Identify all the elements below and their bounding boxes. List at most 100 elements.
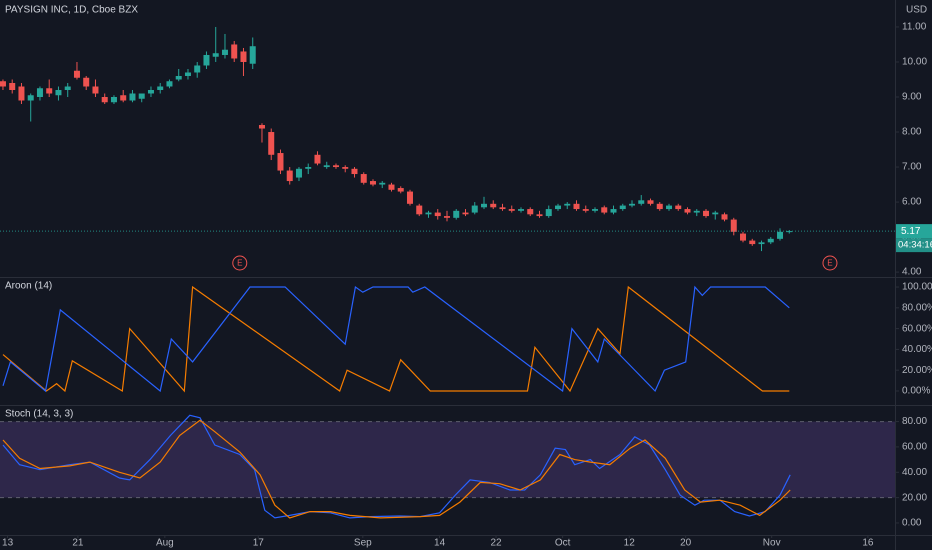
candle-body xyxy=(231,44,238,59)
candle-body xyxy=(453,210,460,218)
candle-body xyxy=(480,203,487,208)
candle-body xyxy=(443,216,450,218)
candle-body xyxy=(656,203,663,210)
x-tick-label: Sep xyxy=(354,538,372,549)
candle-body xyxy=(175,75,182,80)
candle-body xyxy=(286,170,293,182)
x-tick-label: 13 xyxy=(2,538,14,549)
candle-body xyxy=(27,95,34,101)
candle-body xyxy=(573,203,580,210)
candle-body xyxy=(9,82,16,90)
candle-body xyxy=(508,209,515,211)
candle-body xyxy=(777,231,784,239)
candle-body xyxy=(499,207,506,210)
candle-body xyxy=(314,154,321,164)
candle-body xyxy=(64,86,71,90)
last-price-tag xyxy=(896,224,932,239)
candle-body xyxy=(740,233,747,241)
candle-body xyxy=(712,212,719,215)
candle-body xyxy=(203,54,210,66)
last-price-label: 5.17 xyxy=(901,226,921,237)
x-tick-label: Aug xyxy=(156,538,174,549)
y-tick-label: 0.00% xyxy=(902,386,930,397)
candle-body xyxy=(582,209,589,211)
earnings-label: E xyxy=(237,259,242,268)
earnings-marker xyxy=(232,255,248,271)
y-tick-label: 80.00% xyxy=(902,302,932,313)
x-tick-label: 20 xyxy=(680,538,692,549)
candle-body xyxy=(434,212,441,217)
candle-body xyxy=(101,97,108,103)
candle-body xyxy=(592,209,599,211)
candle-body xyxy=(554,205,561,210)
candle-body xyxy=(462,212,469,215)
candle-body xyxy=(323,165,330,168)
x-tick-label: 17 xyxy=(253,538,265,549)
candle-body xyxy=(666,205,673,210)
candle-body xyxy=(601,207,608,213)
x-tick-label: 21 xyxy=(72,538,84,549)
y-tick-label: 10.00 xyxy=(902,57,927,68)
y-tick-label: 60.00% xyxy=(902,323,932,334)
candle-body xyxy=(369,181,376,185)
candle-body xyxy=(138,93,145,99)
y-tick-label: 20.00% xyxy=(902,365,932,376)
candle-body xyxy=(212,53,219,57)
candle-body xyxy=(305,167,312,169)
y-tick-label: 11.00 xyxy=(902,22,927,33)
candle-body xyxy=(129,93,136,101)
candle-body xyxy=(638,200,645,204)
y-tick-label: 80.00 xyxy=(902,416,927,427)
x-tick-label: Nov xyxy=(763,538,781,549)
indicator-line xyxy=(2,419,791,519)
candle-body xyxy=(120,95,127,101)
candle-body xyxy=(767,238,774,243)
y-tick-label: 8.00 xyxy=(902,127,922,138)
candle-body xyxy=(166,81,173,87)
candle-body xyxy=(92,86,99,94)
y-tick-label: 40.00 xyxy=(902,467,927,478)
candle-body xyxy=(425,212,432,215)
y-tick-label: 6.00 xyxy=(902,197,922,208)
candle-body xyxy=(342,167,349,169)
y-tick-label: 100.00% xyxy=(902,282,932,293)
candle-body xyxy=(416,205,423,215)
candle-body xyxy=(351,168,358,175)
candle-body xyxy=(406,191,413,204)
candle-body xyxy=(277,153,284,171)
candle-body xyxy=(721,214,728,220)
candle-body xyxy=(629,203,636,206)
candle-body xyxy=(545,209,552,217)
earnings-marker xyxy=(822,255,838,271)
candle-body xyxy=(249,46,256,64)
candle-body xyxy=(379,182,386,185)
y-tick-label: 7.00 xyxy=(902,162,922,173)
indicator-title: Aroon (14) xyxy=(5,281,52,292)
candle-body xyxy=(194,65,201,73)
candle-body xyxy=(564,203,571,206)
candle-body xyxy=(647,200,654,204)
candle-body xyxy=(471,205,478,213)
candle-body xyxy=(749,240,756,245)
candle-body xyxy=(388,184,395,190)
candle-body xyxy=(360,174,367,183)
candle-body xyxy=(332,165,339,168)
candle-body xyxy=(490,203,497,208)
candle-body xyxy=(221,49,228,55)
candle-body xyxy=(46,88,53,94)
candle-body xyxy=(240,51,247,62)
x-tick-label: 16 xyxy=(862,538,874,549)
candle-body xyxy=(268,132,275,155)
candle-body xyxy=(157,86,164,90)
candle-body xyxy=(147,89,154,94)
candle-body xyxy=(83,77,90,87)
candle-body xyxy=(684,209,691,213)
y-tick-label: 40.00% xyxy=(902,344,932,355)
x-tick-label: 14 xyxy=(434,538,446,549)
candle-body xyxy=(0,81,6,87)
candle-body xyxy=(258,125,265,129)
candle-body xyxy=(73,70,80,78)
candle-body xyxy=(619,205,626,210)
